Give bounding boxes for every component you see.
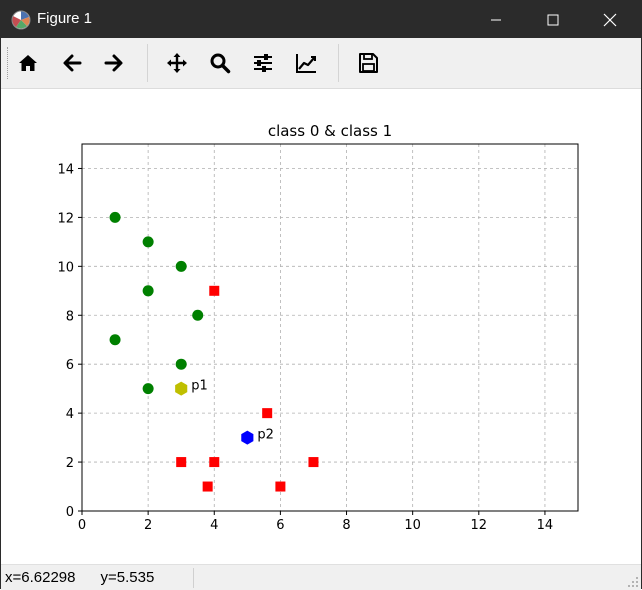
point-label: p2 [257,428,274,443]
toolbar-grip [7,47,11,79]
scatter-plot: 0 2 4 6 8 10 12 14 0 2 4 6 8 10 12 14 class 0 & class 1 p… [57,122,579,533]
y-tick-label: 14 [57,162,74,177]
title-bar: Figure 1 [1,1,641,38]
resize-grip-icon[interactable] [627,576,639,588]
minimize-icon [491,19,501,21]
y-tick-label: 2 [66,456,74,471]
arrow-right-icon [104,54,123,72]
point-label: p1 [191,379,208,394]
data-point [202,481,213,492]
data-point [209,285,220,296]
toolbar-separator [147,44,148,82]
floppy-disk-icon [359,53,378,73]
y-tick-label: 12 [57,211,74,226]
pan-button[interactable] [163,49,191,77]
edit-axis-button[interactable] [292,49,320,77]
data-point [308,457,319,468]
move-icon [167,53,187,73]
x-tick-label: 10 [404,518,421,533]
window-title: Figure 1 [37,10,93,27]
y-tick-label: 6 [66,358,74,373]
data-point [109,334,121,346]
data-point [142,236,154,248]
y-tick-label: 8 [66,309,74,324]
maximize-icon [547,14,559,26]
forward-button[interactable] [100,49,128,77]
home-button[interactable] [14,49,42,77]
data-point [176,457,187,468]
x-tick-label: 14 [537,518,554,533]
status-bar: x=6.62298 y=5.535 [1,564,641,590]
chart-title: class 0 & class 1 [268,122,392,140]
line-chart-icon [296,54,316,73]
data-point [275,481,286,492]
x-tick-label: 2 [144,518,152,533]
home-icon [19,55,37,71]
data-point [262,408,273,419]
close-button[interactable] [587,1,633,38]
data-point [175,260,187,272]
x-tick-label: 0 [78,518,86,533]
data-point [142,285,154,297]
toolbar-separator [338,44,339,82]
x-tick-label: 4 [210,518,218,533]
figure-canvas[interactable]: 0 2 4 6 8 10 12 14 0 2 4 6 8 10 12 14 class 0 & class 1 p… [1,89,641,563]
x-tick-label: 12 [471,518,488,533]
close-icon [603,13,617,27]
data-point [142,383,154,395]
x-tick-label: 8 [342,518,350,533]
x-tick-label: 6 [276,518,284,533]
highlight-point [241,430,254,445]
magnifier-icon [210,53,231,74]
minimize-button[interactable] [473,1,519,38]
data-point [109,211,121,223]
data-point [209,457,220,468]
axes-frame [81,143,579,512]
sliders-icon [254,54,272,72]
configure-subplots-button[interactable] [249,49,277,77]
data-point [192,309,204,321]
cursor-coordinates: x=6.62298 y=5.535 [5,569,155,586]
zoom-button[interactable] [206,49,234,77]
highlight-point [175,381,188,396]
save-button[interactable] [354,49,382,77]
maximize-button[interactable] [530,1,576,38]
data-point [175,358,187,370]
y-tick-label: 10 [57,260,74,275]
arrow-left-icon [63,54,82,72]
navigation-toolbar [1,38,641,89]
matplotlib-logo-icon [11,10,31,30]
y-tick-label: 4 [66,407,74,422]
status-separator [193,568,194,588]
y-tick-label: 0 [66,505,74,520]
back-button[interactable] [58,49,86,77]
